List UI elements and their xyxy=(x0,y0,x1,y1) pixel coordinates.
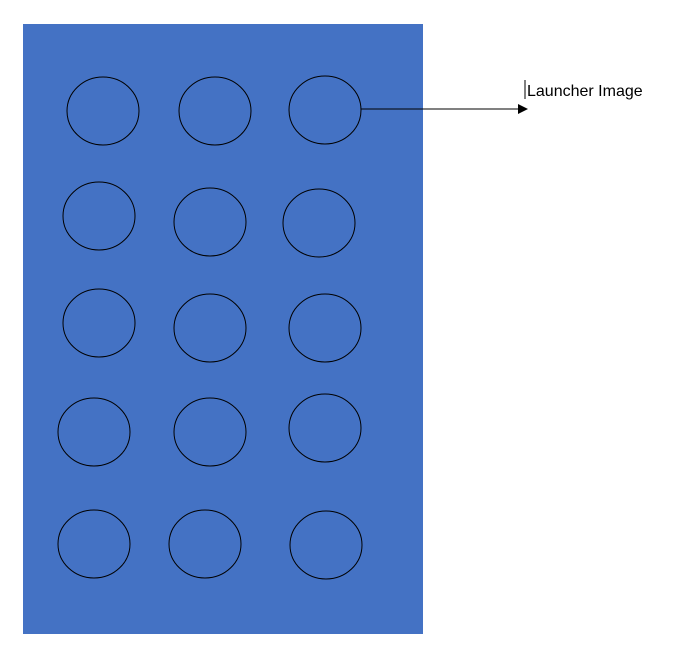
launcher-icon-r3-c2[interactable] xyxy=(173,293,247,363)
launcher-icon-r5-c2[interactable] xyxy=(168,509,242,579)
launcher-icon-r2-c1[interactable] xyxy=(62,181,136,251)
launcher-icon-r2-c2[interactable] xyxy=(173,187,247,257)
launcher-icon-r1-c2[interactable] xyxy=(178,76,252,146)
launcher-icon-r1-c1[interactable] xyxy=(66,76,140,146)
launcher-icon-r4-c1[interactable] xyxy=(57,397,131,467)
launcher-icon-r5-c1[interactable] xyxy=(57,509,131,579)
callout-arrow xyxy=(361,104,528,114)
launcher-icon-r5-c3[interactable] xyxy=(289,510,363,580)
launcher-icon-grid xyxy=(57,75,363,580)
launcher-icon-r3-c1[interactable] xyxy=(62,288,136,358)
launcher-icon-r4-c3[interactable] xyxy=(288,393,362,463)
launcher-icon-r2-c3[interactable] xyxy=(282,188,356,258)
arrow-head-icon xyxy=(518,104,528,114)
launcher-icon-r4-c2[interactable] xyxy=(173,397,247,467)
callout-label: Launcher Image xyxy=(527,83,643,100)
launcher-icon-r3-c3[interactable] xyxy=(288,293,362,363)
launcher-icon-r1-c3[interactable] xyxy=(288,75,362,145)
device-panel xyxy=(23,24,423,634)
